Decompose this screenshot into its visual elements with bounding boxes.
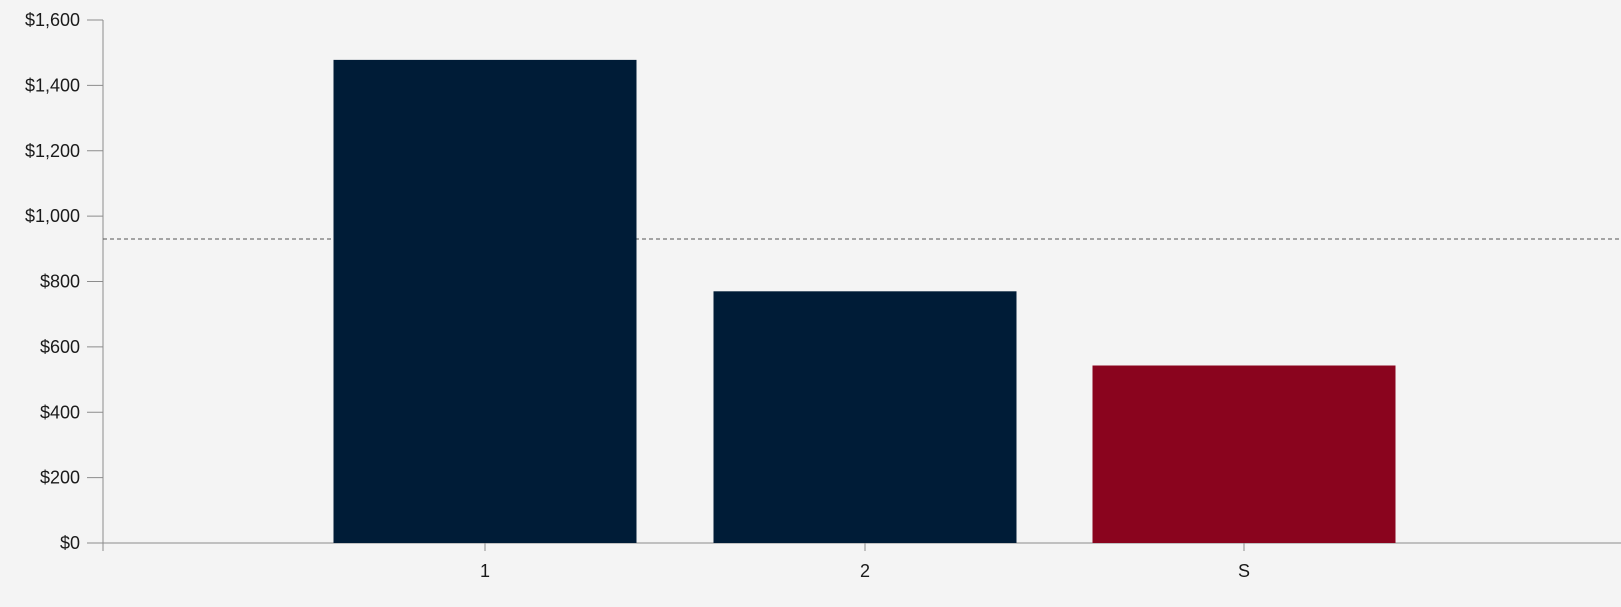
x-tick-label: 1 [480, 561, 490, 581]
x-tick-label: S [1238, 561, 1250, 581]
y-axis: $0 $200 $400 $600 $800 $1,000 $1,200 $1,400 $1,6… [25, 10, 104, 553]
y-tick-label: $600 [40, 337, 80, 357]
y-tick-label: $1,400 [25, 75, 80, 95]
y-tick-label: $1,600 [25, 10, 80, 30]
bar-2 [713, 291, 1017, 543]
bars [333, 59, 1396, 543]
x-axis [102, 542, 1621, 551]
bar-1 [333, 59, 637, 543]
x-tick-label: 2 [860, 561, 870, 581]
y-tick-label: $0 [60, 533, 80, 553]
y-tick-label: $200 [40, 468, 80, 488]
y-tick-label: $400 [40, 402, 80, 422]
x-tick-labels: 1 2 S [480, 561, 1250, 581]
y-tick-label: $800 [40, 272, 80, 292]
y-tick-label: $1,000 [25, 206, 80, 226]
y-tick-label: $1,200 [25, 141, 80, 161]
bar-s [1092, 365, 1396, 543]
